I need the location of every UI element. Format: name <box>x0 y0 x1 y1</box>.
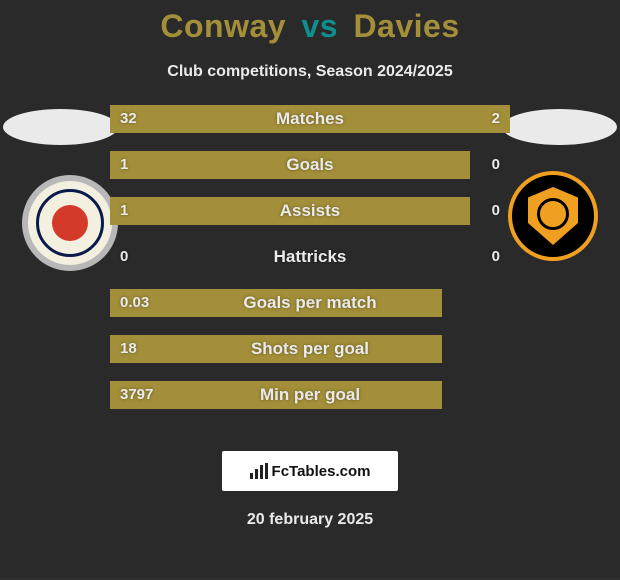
stat-label: Hattricks <box>110 243 510 271</box>
subtitle: Club competitions, Season 2024/2025 <box>0 63 620 81</box>
stat-row: 10Goals <box>110 151 510 179</box>
stat-rows: 322Matches 10Goals 10Assists 00Hattricks 0.0… <box>110 105 510 427</box>
fctables-logo[interactable]: FcTables.com <box>222 451 398 491</box>
logo-text: FcTables.com <box>272 463 371 480</box>
stat-row: 00Hattricks <box>110 243 510 271</box>
page-title: Conway vs Davies <box>0 0 620 45</box>
player1-platform <box>3 109 118 145</box>
barchart-icon <box>250 463 268 479</box>
stat-row: 0.03Goals per match <box>110 289 510 317</box>
stat-row: 18Shots per goal <box>110 335 510 363</box>
stat-label: Shots per goal <box>110 335 510 363</box>
stat-label: Matches <box>110 105 510 133</box>
stat-label: Assists <box>110 197 510 225</box>
stat-row: 3797Min per goal <box>110 381 510 409</box>
comparison-stage: 322Matches 10Goals 10Assists 00Hattricks 0.0… <box>0 105 620 427</box>
title-player1: Conway <box>160 8 286 44</box>
stat-label: Min per goal <box>110 381 510 409</box>
stat-row: 10Assists <box>110 197 510 225</box>
title-vs: vs <box>301 8 338 44</box>
player1-club-crest <box>22 175 118 271</box>
player2-club-crest <box>508 171 598 261</box>
stat-label: Goals per match <box>110 289 510 317</box>
title-player2: Davies <box>353 8 459 44</box>
stat-label: Goals <box>110 151 510 179</box>
player2-platform <box>502 109 617 145</box>
stat-row: 322Matches <box>110 105 510 133</box>
snapshot-date: 20 february 2025 <box>0 511 620 529</box>
